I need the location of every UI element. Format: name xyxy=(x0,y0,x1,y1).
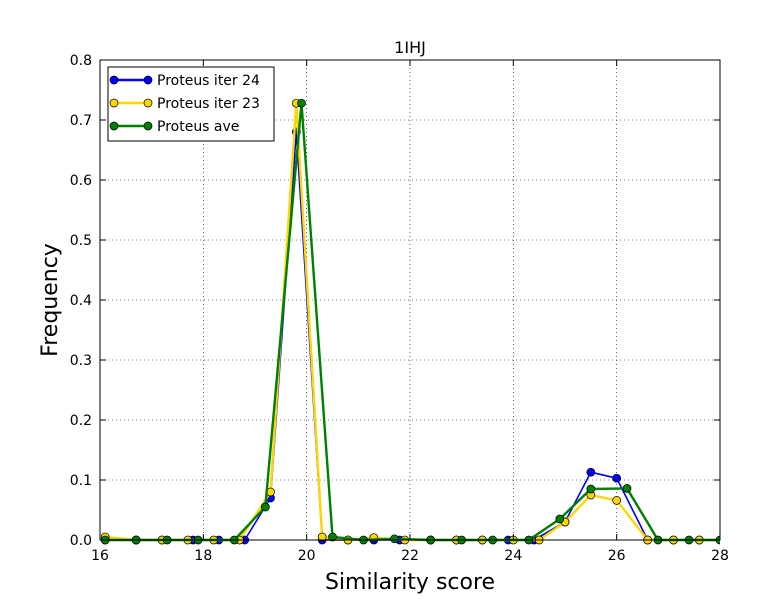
legend-marker xyxy=(109,75,119,85)
x-tick-label: 16 xyxy=(91,548,109,564)
data-point xyxy=(297,98,306,108)
y-tick-label: 0.7 xyxy=(70,113,92,129)
legend-item: Proteus ave xyxy=(109,119,239,135)
x-tick-label: 26 xyxy=(608,548,626,564)
legend: Proteus iter 24 Proteus iter 23 Proteus av… xyxy=(107,66,275,142)
data-point xyxy=(317,532,327,542)
y-tick-label: 0.8 xyxy=(70,53,92,69)
y-tick-label: 0.4 xyxy=(70,293,92,309)
legend-marker xyxy=(143,121,153,131)
legend-label: Proteus ave xyxy=(157,119,239,135)
data-point xyxy=(721,536,729,544)
series-layer xyxy=(100,98,729,545)
y-tick-label: 0.5 xyxy=(70,233,92,249)
series-line xyxy=(105,101,720,542)
data-point xyxy=(260,502,270,512)
legend-marker xyxy=(109,121,119,131)
x-axis-label: Similarity score xyxy=(325,570,495,595)
series-0 xyxy=(100,127,729,545)
data-point xyxy=(612,496,622,505)
data-point xyxy=(586,484,596,494)
series-2 xyxy=(100,98,720,545)
data-point xyxy=(612,473,622,483)
x-tick-labels: 16 18 20 22 24 26 28 xyxy=(91,548,729,564)
legend-marker xyxy=(143,75,153,85)
chart-title: 1IHJ xyxy=(394,38,426,57)
x-tick-label: 18 xyxy=(194,548,212,564)
data-point xyxy=(555,514,565,524)
legend-marker xyxy=(143,98,153,108)
x-tick-label: 28 xyxy=(711,548,729,564)
data-point xyxy=(328,532,337,542)
axis-ticks xyxy=(99,59,721,541)
legend-item: Proteus iter 24 xyxy=(109,73,260,89)
y-tick-label: 0.0 xyxy=(70,533,92,549)
x-tick-label: 20 xyxy=(298,548,316,564)
legend-label: Proteus iter 24 xyxy=(157,73,260,89)
data-point xyxy=(721,536,729,544)
legend-item: Proteus iter 23 xyxy=(109,96,260,112)
y-tick-label: 0.3 xyxy=(70,353,92,369)
legend-marker xyxy=(109,98,119,108)
y-tick-label: 0.1 xyxy=(70,473,92,489)
data-point xyxy=(622,484,632,493)
x-tick-label: 24 xyxy=(504,548,522,564)
y-axis-label: Frequency xyxy=(38,243,63,357)
data-point xyxy=(586,467,596,477)
series-line xyxy=(105,101,720,542)
y-tick-label: 0.2 xyxy=(70,413,92,429)
data-point xyxy=(390,534,399,544)
y-tick-labels: 0.0 0.1 0.2 0.3 0.4 0.5 0.6 0.7 0.8 xyxy=(70,53,92,549)
series-1 xyxy=(100,98,729,545)
x-tick-label: 22 xyxy=(401,548,419,564)
legend-label: Proteus iter 23 xyxy=(157,96,260,112)
series-line xyxy=(105,131,720,541)
y-tick-label: 0.6 xyxy=(70,173,92,189)
